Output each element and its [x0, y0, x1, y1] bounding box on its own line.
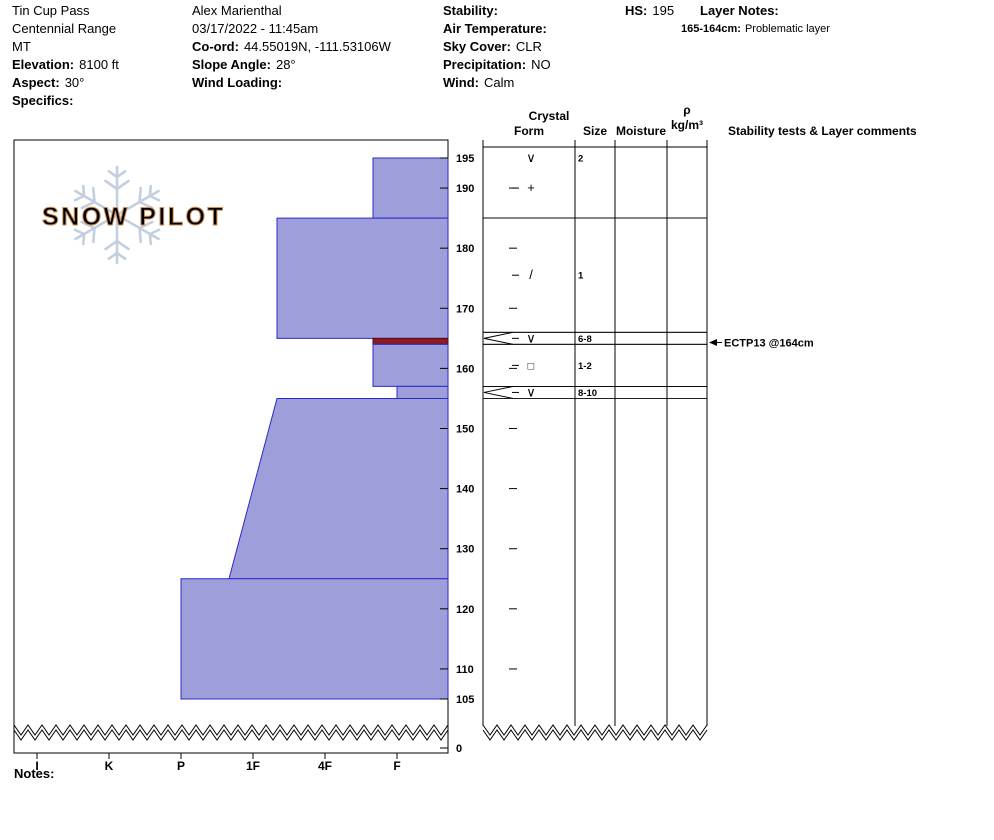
- crystal-header: Crystal: [528, 109, 570, 123]
- depth-tick-label: 170: [456, 303, 474, 315]
- grain-size-value: 6-8: [578, 334, 592, 345]
- observer-name: Alex Marienthal: [192, 3, 282, 18]
- snow-layer-bar: [276, 217, 449, 339]
- wind-label: Wind:: [443, 75, 479, 90]
- layer-of-concern-flag-icon: [483, 331, 514, 345]
- depth-tick-label: 130: [456, 544, 474, 556]
- precipitation-value: NO: [531, 57, 551, 72]
- snow-layer-bar: [396, 385, 449, 399]
- grain-size-value: 8-10: [578, 388, 597, 399]
- wind-value: Calm: [483, 75, 515, 90]
- notes-label: Notes:: [14, 766, 55, 781]
- depth-tick-label: 150: [456, 423, 474, 435]
- grain-size-value: 2: [578, 154, 583, 165]
- site-state: MT: [12, 39, 31, 54]
- sky-cover-value: CLR: [515, 39, 542, 54]
- layer-note-text: Problematic layer: [744, 23, 830, 35]
- wind-row: Wind: Calm: [443, 75, 514, 90]
- hardness-axis-label: 1F: [246, 759, 260, 773]
- scale-break-zigzag: [13, 724, 449, 736]
- aspect-row: Aspect: 30°: [12, 75, 84, 90]
- depth-tick-label: 190: [456, 183, 474, 195]
- scale-break-zigzag: [13, 729, 449, 741]
- precipitation-row: Precipitation: NO: [443, 57, 551, 72]
- grain-form-symbol: □: [528, 360, 535, 372]
- snow-layer-bar: [372, 343, 449, 387]
- observation-datetime: 03/17/2022 - 11:45am: [192, 21, 319, 36]
- slope-angle-value: 28°: [275, 57, 296, 72]
- hs-row: HS: 195: [625, 3, 674, 18]
- grain-form-symbol: /: [529, 267, 533, 282]
- scale-break-zigzag: [482, 729, 708, 741]
- logo-text: SNOW PILOT: [42, 203, 225, 231]
- stability-label: Stability:: [443, 3, 498, 18]
- snowflake-icon: [73, 165, 161, 265]
- hardness-axis-label: K: [105, 759, 114, 773]
- site-range: Centennial Range: [12, 21, 117, 36]
- elevation-label: Elevation:: [12, 57, 75, 72]
- slope-angle-label: Slope Angle:: [192, 57, 271, 72]
- elevation-row: Elevation: 8100 ft: [12, 57, 119, 72]
- depth-tick-label: 195: [456, 153, 474, 165]
- grain-form-symbol: ∨: [526, 384, 536, 399]
- coord-value: 44.55019N, -111.53106W: [243, 39, 391, 54]
- layer-note: 165-164cm: Problematic layer: [681, 23, 830, 35]
- problem-layer-bar: [372, 337, 449, 345]
- layer-of-concern-flag-icon: [483, 385, 514, 399]
- grain-size-value: 1: [578, 271, 584, 282]
- hardness-axis-label: I: [35, 759, 38, 773]
- depth-tick-label: 160: [456, 363, 474, 375]
- sky-cover-label: Sky Cover:: [443, 39, 511, 54]
- snow-layer-bar: [180, 578, 449, 700]
- wind-loading-label: Wind Loading:: [192, 75, 283, 90]
- snow-layer-bar: [228, 397, 449, 580]
- stability-tests-header: Stability tests & Layer comments: [728, 124, 917, 138]
- elevation-value: 8100 ft: [79, 57, 119, 72]
- hardness-axis-label: P: [177, 759, 185, 773]
- hs-label: HS:: [625, 3, 648, 18]
- snow-layer-bar: [372, 157, 449, 219]
- hardness-axis-label: 4F: [318, 759, 332, 773]
- scale-break-zigzag: [482, 724, 708, 736]
- density-header: ρ: [683, 103, 691, 117]
- coord-label: Co-ord:: [192, 39, 239, 54]
- grain-form-symbol: +: [527, 180, 535, 195]
- air-temp-label: Air Temperature:: [443, 21, 547, 36]
- density-units-header: kg/m³: [670, 118, 703, 132]
- coord-row: Co-ord: 44.55019N, -111.53106W: [192, 39, 391, 54]
- form-header: Form: [514, 124, 544, 138]
- depth-tick-label: 140: [456, 484, 474, 496]
- size-header: Size: [582, 124, 607, 138]
- aspect-label: Aspect:: [12, 75, 60, 90]
- hardness-axis-label: F: [393, 759, 400, 773]
- depth-tick-label: 110: [456, 664, 474, 676]
- grain-form-symbol: ∨: [526, 330, 536, 345]
- depth-tick-label: 180: [456, 243, 474, 255]
- grain-form-symbol: ∨: [526, 150, 536, 165]
- precipitation-label: Precipitation:: [443, 57, 527, 72]
- ground-label: 0: [456, 743, 462, 755]
- layer-note-range: 165-164cm:: [681, 23, 741, 35]
- specifics-label: Specifics:: [12, 93, 74, 108]
- aspect-value: 30°: [64, 75, 85, 90]
- site-name: Tin Cup Pass: [12, 3, 90, 18]
- layer-notes-label: Layer Notes:: [700, 3, 779, 18]
- hs-value: 195: [652, 3, 675, 18]
- annotation-arrowhead-icon: [709, 339, 717, 347]
- stability-test-annotation: ECTP13 @164cm: [724, 338, 814, 350]
- moisture-header: Moisture: [615, 124, 666, 138]
- grain-size-value: 1-2: [578, 361, 592, 372]
- slope-angle-row: Slope Angle: 28°: [192, 57, 296, 72]
- depth-tick-label: 120: [456, 604, 474, 616]
- sky-cover-row: Sky Cover: CLR: [443, 39, 542, 54]
- depth-tick-label: 105: [456, 694, 474, 706]
